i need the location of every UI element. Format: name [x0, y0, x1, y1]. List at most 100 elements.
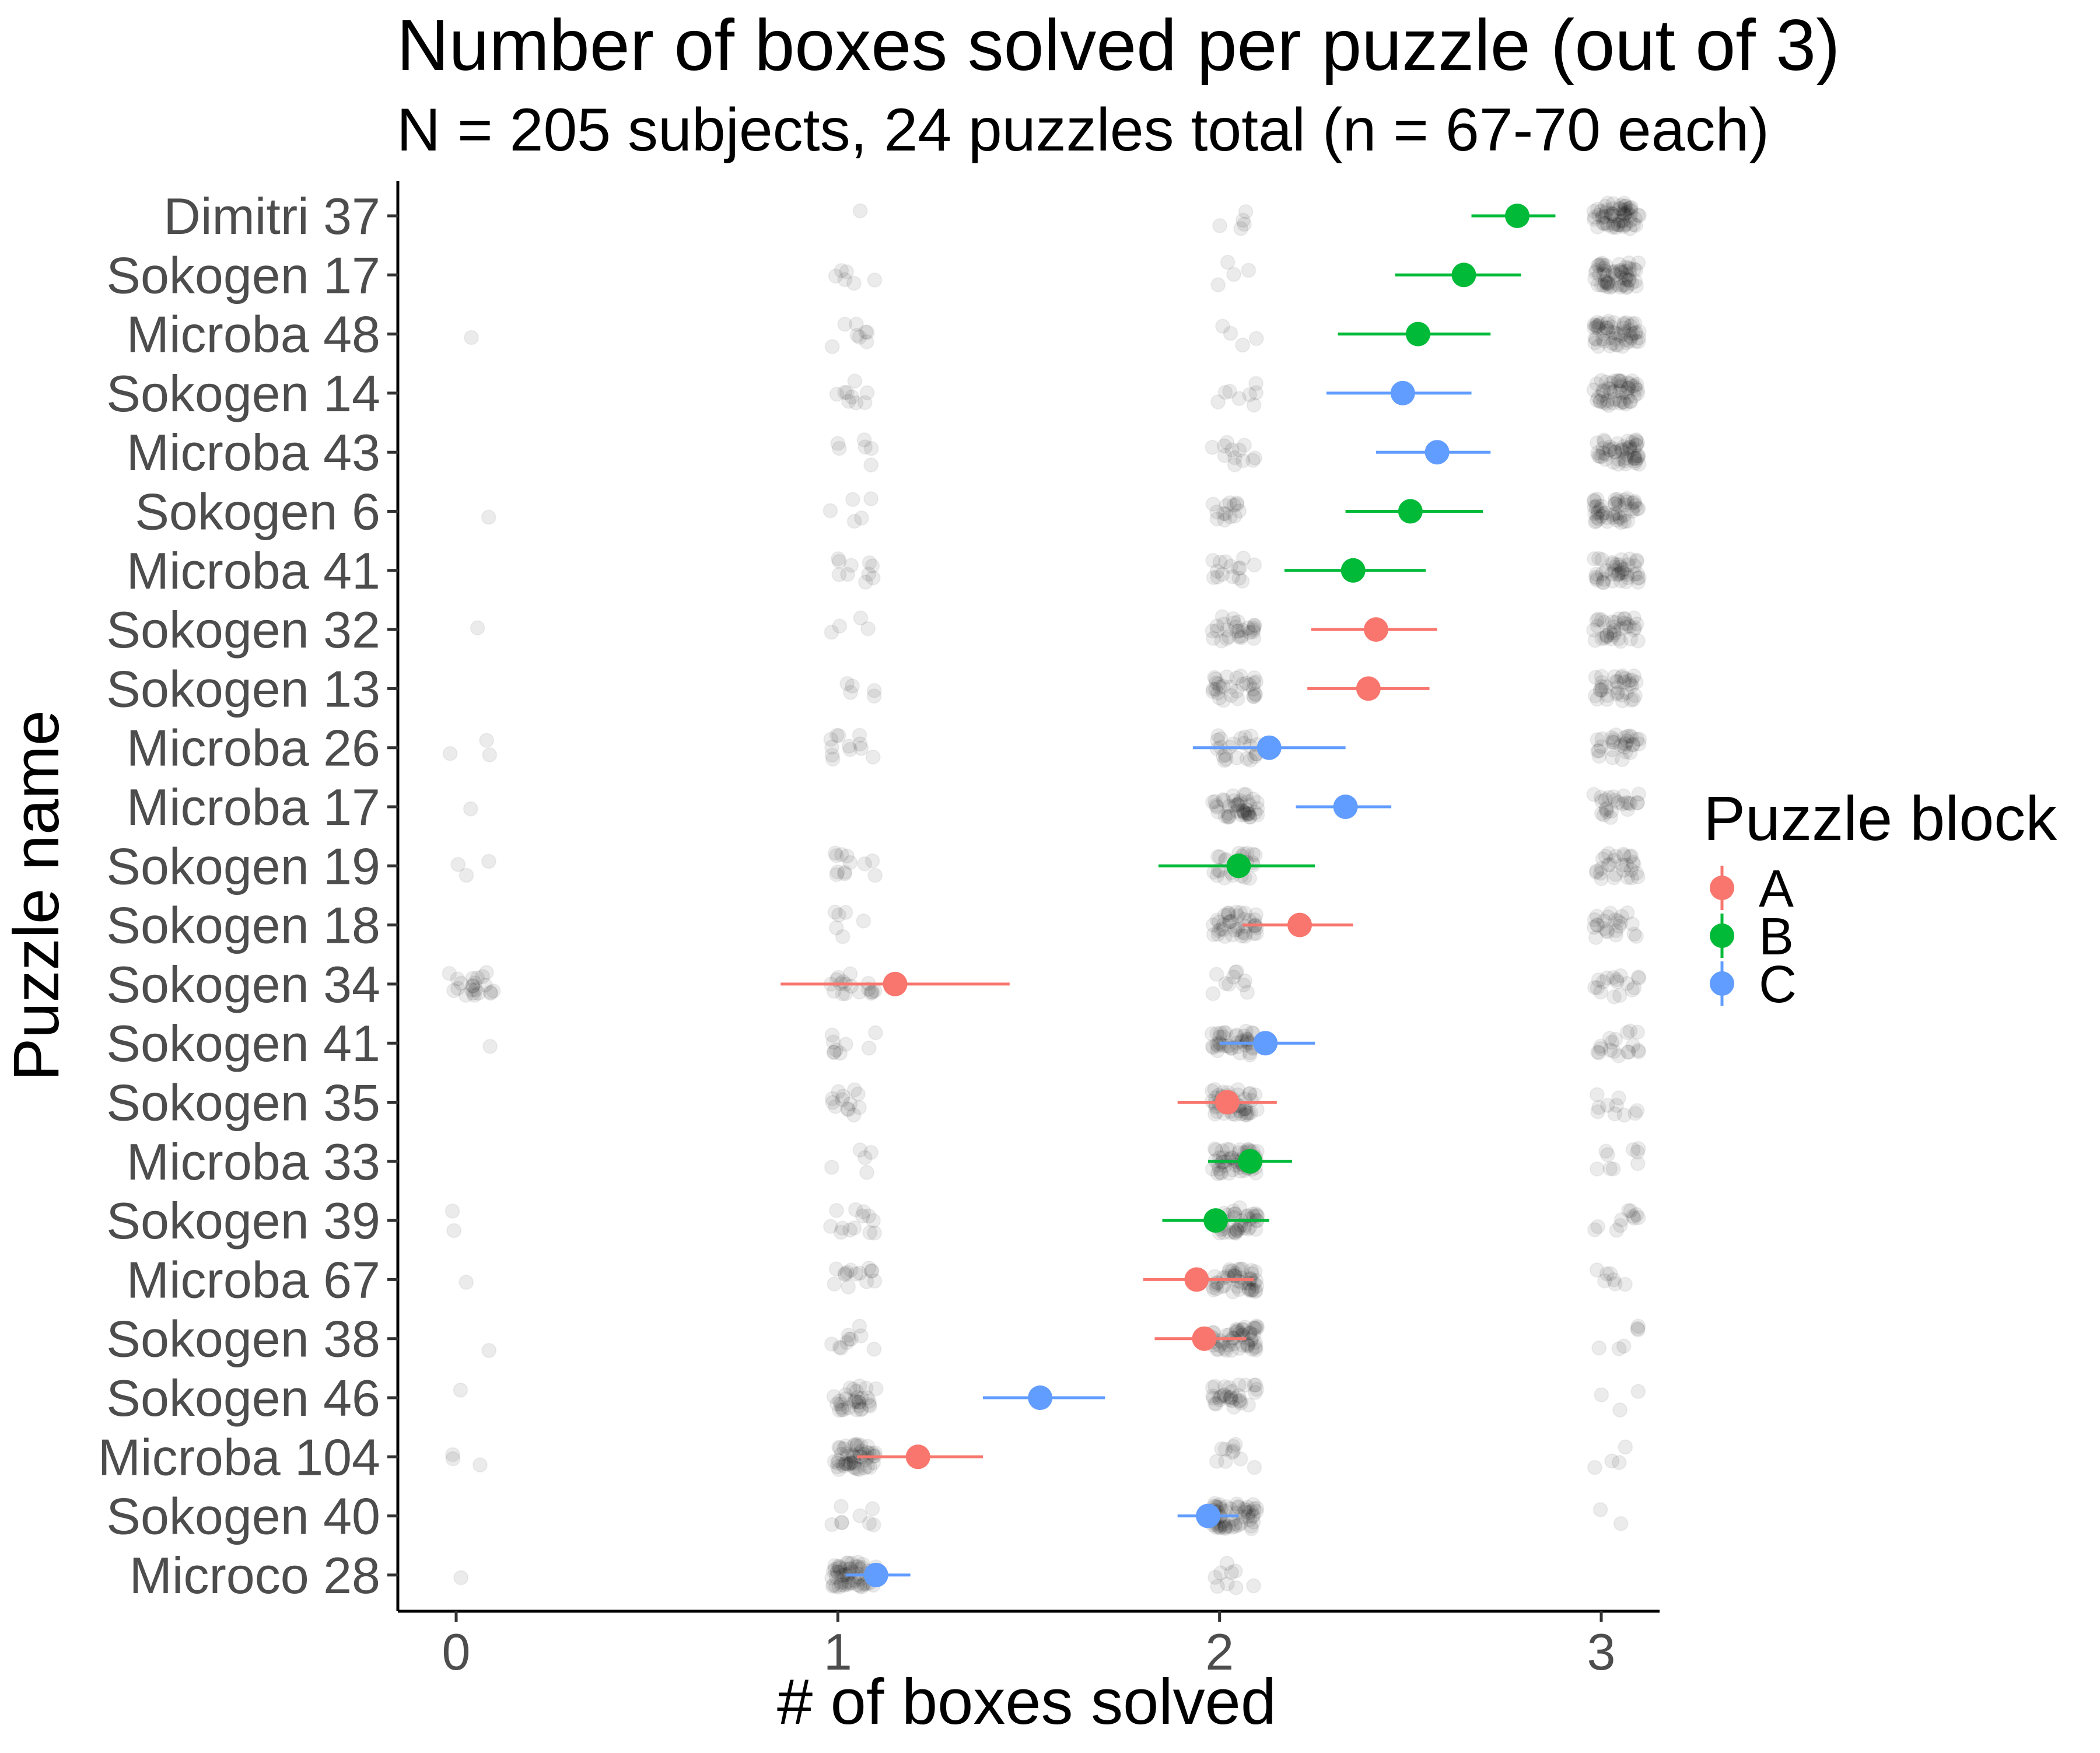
raw-point	[1630, 255, 1646, 271]
raw-point	[1620, 375, 1636, 391]
raw-point	[1631, 330, 1647, 346]
raw-point	[1592, 267, 1608, 282]
raw-point	[1587, 212, 1602, 228]
raw-point	[1598, 802, 1614, 818]
raw-point	[1626, 495, 1642, 510]
raw-point	[1208, 1142, 1224, 1158]
raw-point	[1214, 609, 1230, 625]
raw-point	[1602, 625, 1618, 641]
raw-point	[1616, 615, 1632, 631]
raw-point	[1612, 1217, 1628, 1233]
raw-point	[1623, 208, 1638, 223]
raw-point	[845, 678, 860, 694]
raw-point	[1594, 277, 1609, 293]
raw-point	[1588, 865, 1604, 880]
raw-point	[862, 1460, 878, 1475]
raw-point	[1249, 1208, 1265, 1223]
raw-point	[1229, 1223, 1245, 1238]
raw-point	[1596, 394, 1612, 410]
raw-point	[1611, 505, 1626, 521]
raw-point	[1237, 1320, 1252, 1335]
raw-point	[1207, 1141, 1223, 1157]
raw-point	[827, 1454, 842, 1469]
raw-point	[1596, 267, 1612, 282]
y-tick-label: Microba 67	[127, 1251, 380, 1308]
raw-point	[1628, 218, 1644, 233]
raw-point	[822, 503, 838, 519]
raw-point	[864, 558, 880, 574]
raw-point	[1629, 795, 1645, 811]
raw-point	[1246, 1578, 1261, 1594]
raw-point	[1599, 215, 1615, 231]
raw-point	[825, 1094, 841, 1110]
raw-point	[1245, 1507, 1261, 1523]
raw-point	[1209, 623, 1225, 639]
raw-point	[1591, 448, 1606, 464]
raw-point	[841, 1327, 856, 1343]
raw-point	[830, 864, 845, 880]
raw-point	[1237, 1107, 1253, 1122]
raw-point	[1242, 1512, 1258, 1528]
raw-point	[482, 1038, 498, 1054]
raw-point	[1591, 390, 1606, 405]
raw-point	[1630, 566, 1646, 582]
raw-point	[1209, 511, 1225, 527]
raw-point	[1604, 730, 1619, 746]
y-tick-label: Sokogen 32	[106, 601, 380, 659]
raw-point	[1609, 1097, 1624, 1113]
raw-point	[1593, 984, 1608, 1000]
raw-point	[1631, 736, 1647, 752]
raw-point	[1629, 501, 1645, 516]
raw-point	[837, 1267, 853, 1282]
raw-point	[1628, 380, 1643, 396]
raw-point	[1587, 320, 1602, 336]
raw-point	[1245, 1514, 1261, 1530]
raw-point	[1595, 257, 1611, 273]
raw-point	[459, 867, 474, 883]
y-tick-label: Sokogen 40	[106, 1488, 380, 1545]
raw-point	[1631, 1044, 1646, 1059]
legend-label: A	[1759, 860, 1794, 918]
raw-point	[1620, 557, 1636, 573]
raw-point	[466, 985, 481, 1001]
raw-point	[1238, 1377, 1254, 1393]
y-tick-label: Microba 43	[127, 424, 380, 481]
raw-point	[1223, 326, 1238, 341]
raw-point	[1222, 495, 1238, 510]
raw-point	[1631, 786, 1647, 802]
raw-point	[1217, 512, 1233, 528]
raw-point	[1231, 442, 1247, 458]
raw-point	[1629, 278, 1644, 294]
raw-point	[1616, 514, 1632, 529]
raw-point	[1224, 442, 1240, 458]
raw-point	[1229, 683, 1244, 699]
raw-point	[1595, 331, 1611, 347]
raw-point	[1231, 795, 1247, 811]
raw-point	[1248, 1321, 1264, 1336]
raw-point	[1243, 728, 1259, 744]
raw-point	[1232, 560, 1248, 576]
raw-point	[1233, 1395, 1249, 1411]
raw-point	[1249, 1500, 1265, 1516]
raw-point	[1616, 1338, 1632, 1354]
raw-point	[1587, 506, 1602, 522]
raw-point	[1605, 201, 1620, 216]
raw-point	[849, 327, 865, 343]
raw-point	[1589, 863, 1604, 879]
raw-point	[1597, 209, 1613, 225]
raw-point	[1212, 554, 1228, 570]
raw-point	[1235, 676, 1251, 692]
raw-point	[481, 1343, 497, 1358]
raw-point	[1629, 732, 1645, 747]
raw-point	[1619, 447, 1635, 463]
raw-point	[1591, 257, 1607, 273]
raw-point	[1232, 1392, 1248, 1408]
raw-point	[1620, 1044, 1636, 1060]
raw-point	[837, 384, 853, 400]
raw-point	[1613, 198, 1629, 214]
raw-point	[1221, 1518, 1237, 1534]
y-axis-label: Puzzle name	[1, 710, 72, 1081]
raw-point	[1599, 1266, 1615, 1282]
raw-point	[1613, 738, 1629, 753]
raw-point	[467, 975, 483, 991]
